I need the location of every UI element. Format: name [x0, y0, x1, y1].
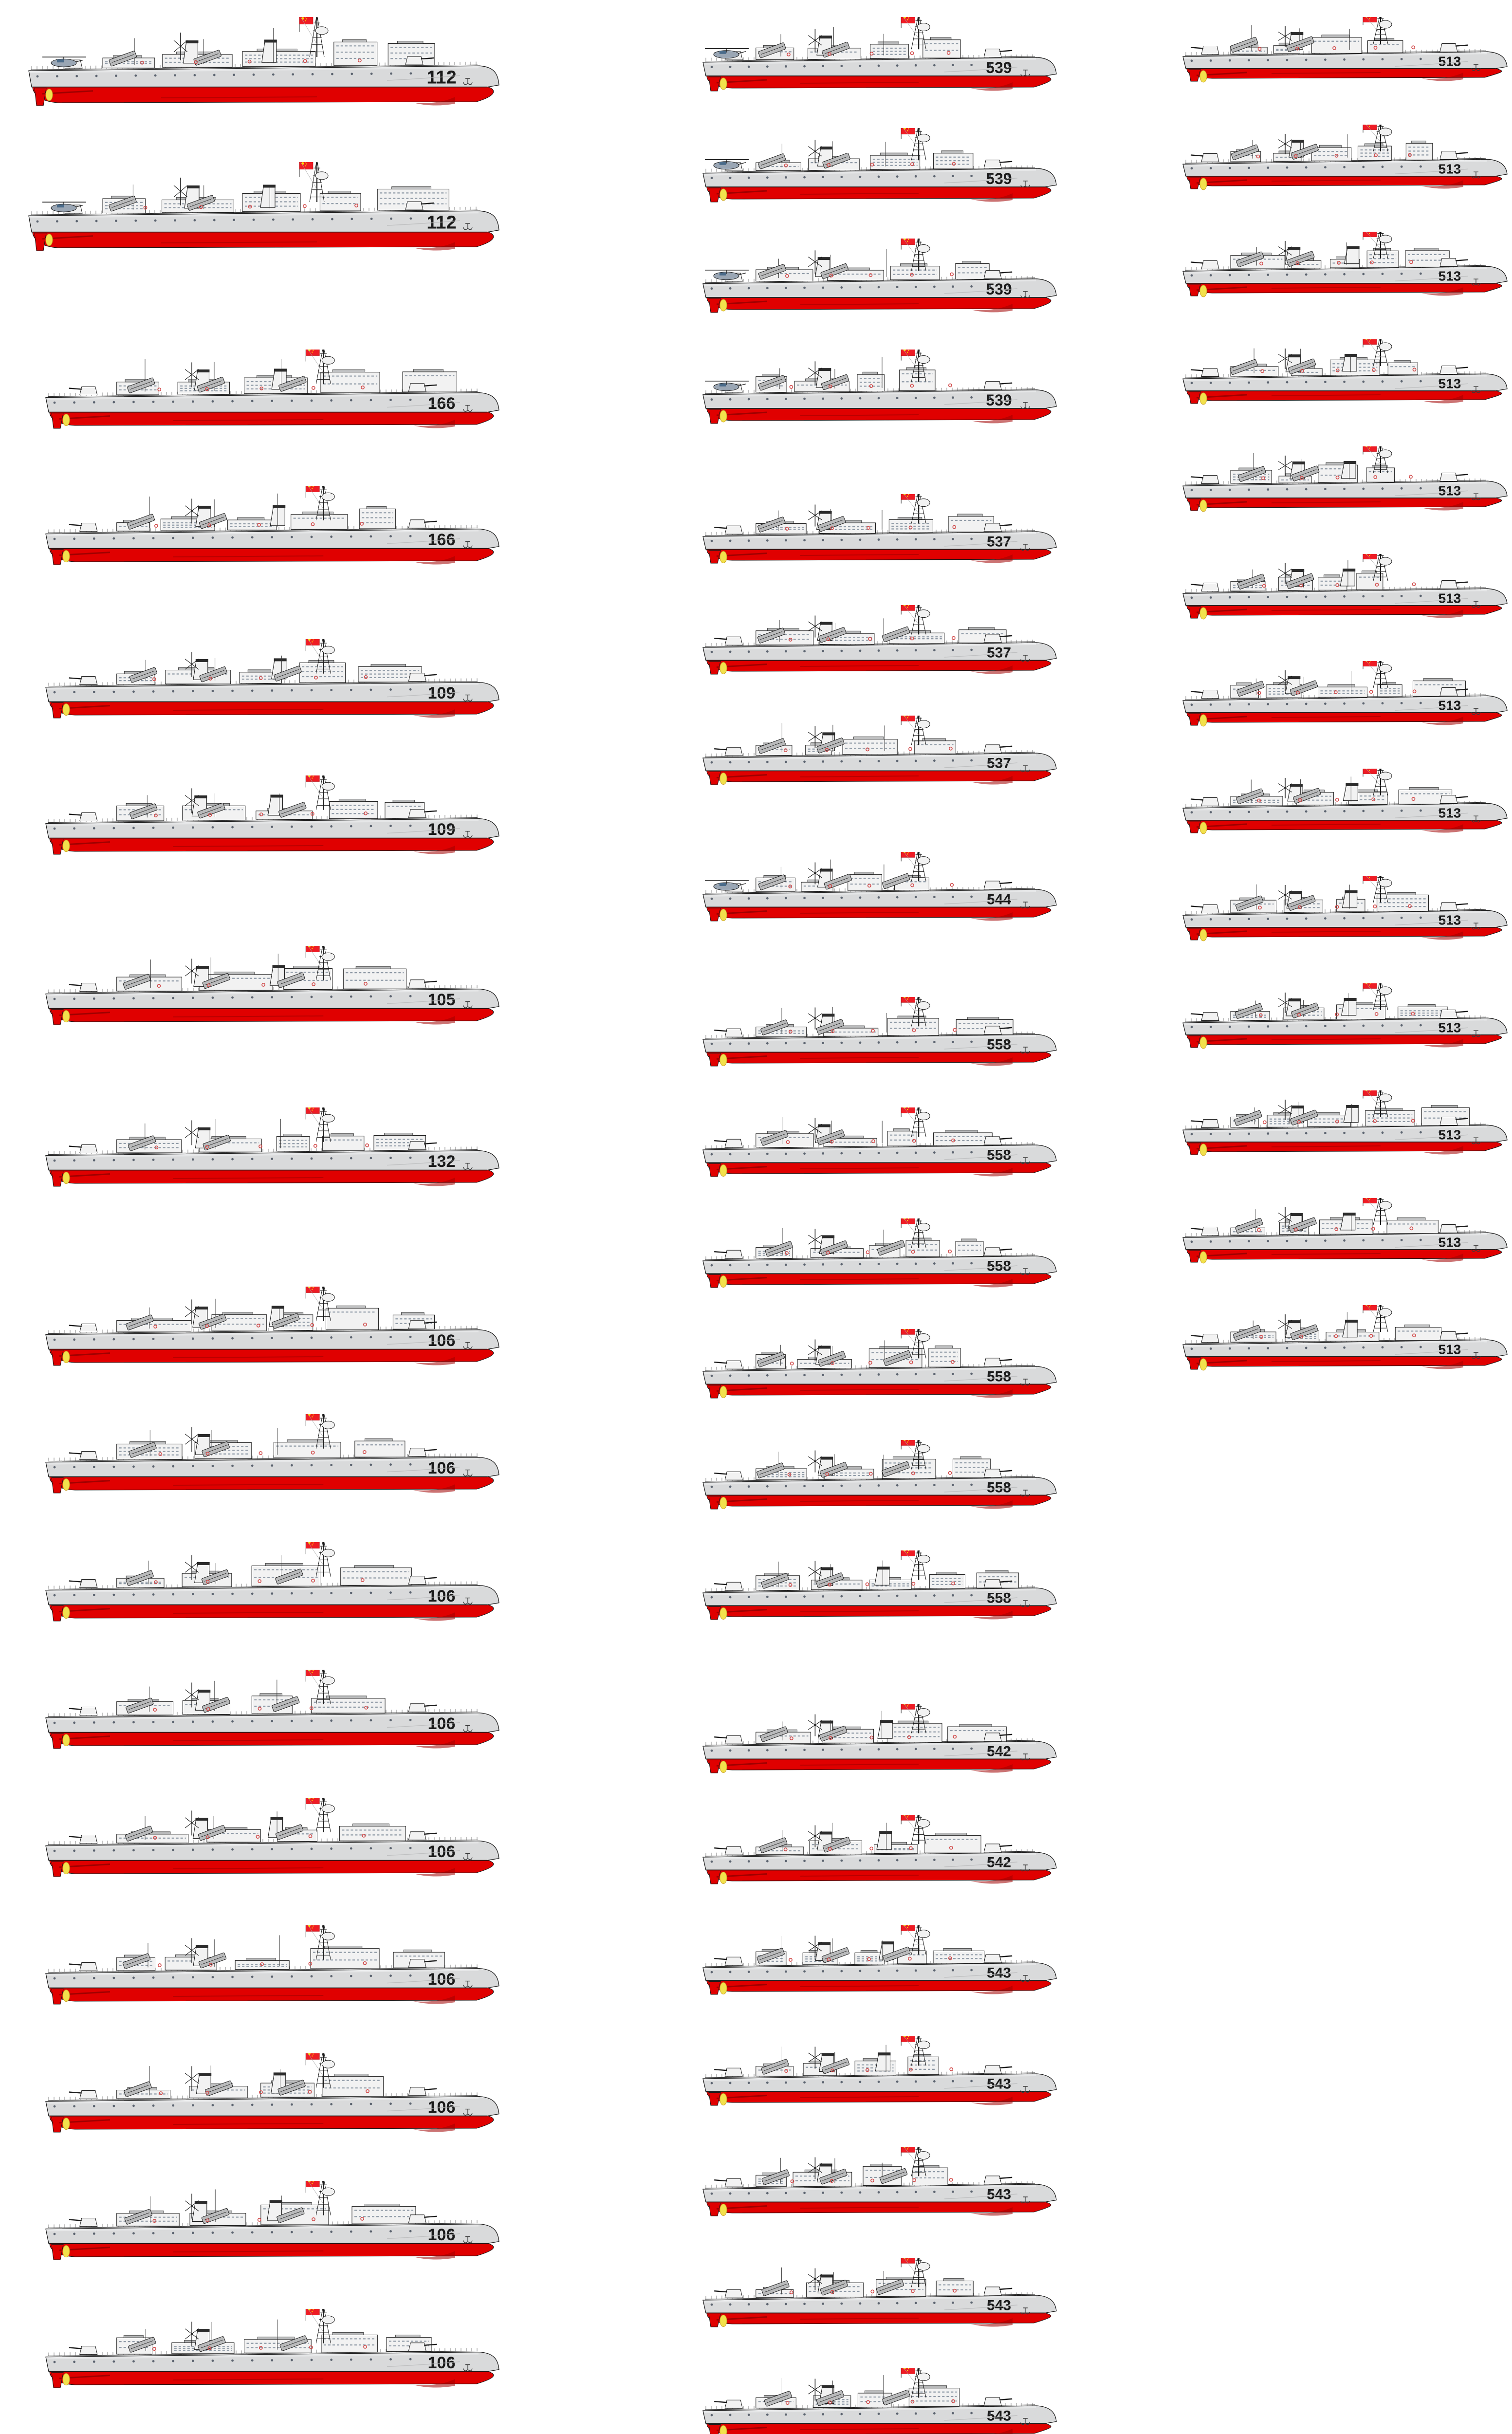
ship-profile: 558: [689, 1329, 1059, 1402]
ship-profile: 513: [1169, 768, 1510, 837]
ship-profile: 513: [1169, 17, 1510, 85]
ship-profile: 537: [689, 494, 1059, 567]
ship-profile: 539: [689, 128, 1059, 206]
hull-number: 513: [1438, 805, 1461, 820]
hull-number: 513: [1438, 698, 1461, 713]
ship-profile: 106: [32, 1286, 502, 1369]
ship-profile: 542: [689, 1704, 1059, 1777]
ship-profile: 109: [32, 639, 502, 722]
ship-profile: 106: [32, 2053, 502, 2136]
ship-profile: 544: [689, 852, 1059, 925]
ship-profile: 112: [15, 162, 502, 255]
ship-profile: 132: [32, 1107, 502, 1190]
ship-profile: 106: [32, 1414, 502, 1497]
ship-profile: 106: [32, 2181, 502, 2264]
ship-profile: 513: [1169, 446, 1510, 515]
ship-profile: 105: [32, 945, 502, 1029]
ship-profile: 106: [32, 1925, 502, 2008]
ship-profile: 543: [689, 2368, 1059, 2434]
ship-profile: 513: [1169, 339, 1510, 407]
ship-profile: 106: [32, 2308, 502, 2392]
ship-profile: 513: [1169, 1090, 1510, 1159]
ship-profile: 513: [1169, 876, 1510, 944]
hull-number: 513: [1438, 1342, 1461, 1357]
ship-profile: 112: [15, 17, 502, 110]
ship-profile: 558: [689, 1218, 1059, 1291]
ship-profile: 539: [689, 239, 1059, 316]
ship-profile: 109: [32, 775, 502, 858]
ship-profile: 543: [689, 1925, 1059, 1998]
ship-profile: 513: [1169, 983, 1510, 1051]
ship-profile: 513: [1169, 1198, 1510, 1266]
ship-profile: 543: [689, 2257, 1059, 2331]
ship-profile: 558: [689, 1107, 1059, 1180]
ship-profile: 539: [689, 349, 1059, 427]
ship-profile: 542: [689, 1814, 1059, 1888]
ship-profile: 537: [689, 716, 1059, 789]
ship-profile: 513: [1169, 553, 1510, 622]
ship-profile: 166: [32, 349, 502, 432]
ship-profile: 513: [1169, 232, 1510, 300]
ship-profile: 166: [32, 485, 502, 569]
ship-profile: 106: [32, 1542, 502, 1625]
ship-profile: 106: [32, 1670, 502, 1752]
hull-number: 513: [1438, 1020, 1461, 1035]
ship-profile: 513: [1169, 661, 1510, 729]
hull-number: 513: [1438, 268, 1461, 283]
hull-number: 513: [1438, 590, 1461, 606]
hull-number: 513: [1438, 1127, 1461, 1142]
ship-profile: 537: [689, 605, 1059, 678]
ship-profile: 558: [689, 1550, 1059, 1623]
hull-number: 513: [1438, 912, 1461, 927]
ship-profile: 539: [689, 17, 1059, 95]
hull-number: 513: [1438, 483, 1461, 498]
hull-number: 513: [1438, 376, 1461, 391]
hull-number: 513: [1438, 161, 1461, 176]
ship-profile: 558: [689, 996, 1059, 1070]
ship-profile: 106: [32, 1797, 502, 1881]
hull-number: 513: [1438, 54, 1461, 69]
ship-profile: 513: [1169, 1305, 1510, 1373]
ship-profile: 513: [1169, 124, 1510, 193]
ship-profile: 543: [689, 2036, 1059, 2109]
ship-profile: 543: [689, 2147, 1059, 2220]
hull-number: 513: [1438, 1235, 1461, 1250]
ship-profile: 558: [689, 1439, 1059, 1513]
